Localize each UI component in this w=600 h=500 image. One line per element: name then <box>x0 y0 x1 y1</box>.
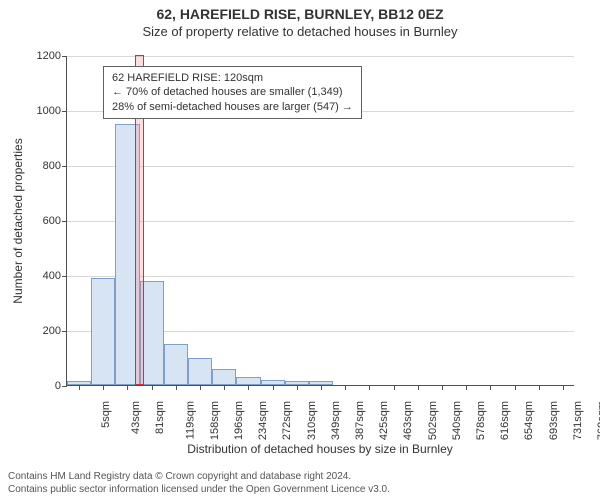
x-tick-mark <box>248 385 249 390</box>
x-tick-label: 654sqm <box>523 401 535 440</box>
x-axis-label: Distribution of detached houses by size … <box>187 442 452 456</box>
x-tick-label: 158sqm <box>209 401 221 440</box>
histogram-bar <box>212 369 236 386</box>
x-tick-mark <box>369 385 370 390</box>
histogram-bar <box>309 381 333 385</box>
chart-container: 62, HAREFIELD RISE, BURNLEY, BB12 0EZ Si… <box>0 0 600 500</box>
x-tick-mark <box>563 385 564 390</box>
x-tick-label: 119sqm <box>184 401 196 439</box>
histogram-bar <box>91 278 115 385</box>
x-tick-label: 693sqm <box>548 401 560 440</box>
y-axis-label: Number of detached properties <box>11 138 25 303</box>
x-tick-mark <box>297 385 298 390</box>
x-tick-mark <box>515 385 516 390</box>
x-tick-mark <box>418 385 419 390</box>
footer-attribution: Contains HM Land Registry data © Crown c… <box>8 471 390 496</box>
x-tick-label: 578sqm <box>475 401 487 440</box>
x-tick-label: 616sqm <box>499 401 511 440</box>
x-tick-label: 196sqm <box>233 401 245 440</box>
y-tick-label: 400 <box>43 270 67 282</box>
y-tick-label: 1200 <box>37 50 67 62</box>
histogram-bar <box>285 381 309 385</box>
x-tick-label: 540sqm <box>451 401 463 440</box>
annotation-box: 62 HAREFIELD RISE: 120sqm ← 70% of detac… <box>103 66 362 119</box>
x-tick-label: 272sqm <box>282 401 294 440</box>
x-tick-mark <box>79 385 80 390</box>
x-tick-label: 5sqm <box>100 401 112 428</box>
x-tick-mark <box>442 385 443 390</box>
histogram-bar <box>164 344 188 385</box>
x-tick-label: 81sqm <box>155 401 167 434</box>
x-tick-mark <box>224 385 225 390</box>
x-tick-mark <box>345 385 346 390</box>
y-tick-label: 600 <box>43 215 67 227</box>
x-tick-label: 234sqm <box>257 401 269 440</box>
x-tick-label: 387sqm <box>354 401 366 440</box>
x-tick-mark <box>103 385 104 390</box>
x-tick-label: 425sqm <box>378 401 390 440</box>
annotation-line1: 62 HAREFIELD RISE: 120sqm <box>112 71 353 85</box>
x-tick-label: 731sqm <box>572 401 584 440</box>
histogram-bar <box>236 377 260 385</box>
annotation-line3: 28% of semi-detached houses are larger (… <box>112 100 353 114</box>
y-tick-label: 1000 <box>37 105 67 117</box>
x-tick-label: 349sqm <box>330 401 342 440</box>
x-tick-mark <box>539 385 540 390</box>
y-tick-label: 0 <box>55 380 67 392</box>
x-tick-mark <box>152 385 153 390</box>
x-tick-mark <box>321 385 322 390</box>
x-tick-mark <box>200 385 201 390</box>
x-tick-mark <box>176 385 177 390</box>
plot-area: 0200400600800100012005sqm43sqm81sqm119sq… <box>66 56 574 386</box>
x-tick-mark <box>127 385 128 390</box>
y-tick-label: 200 <box>43 325 67 337</box>
x-tick-mark <box>466 385 467 390</box>
x-tick-label: 502sqm <box>427 401 439 440</box>
footer-line1: Contains HM Land Registry data © Crown c… <box>8 471 390 484</box>
histogram-bar <box>261 380 285 386</box>
footer-line2: Contains public sector information licen… <box>8 484 390 497</box>
annotation-line2: ← 70% of detached houses are smaller (1,… <box>112 85 353 99</box>
x-tick-label: 43sqm <box>130 401 142 434</box>
x-tick-mark <box>394 385 395 390</box>
x-tick-mark <box>273 385 274 390</box>
x-tick-label: 769sqm <box>596 401 600 440</box>
chart-box: Number of detached properties 0200400600… <box>0 0 600 500</box>
x-tick-mark <box>490 385 491 390</box>
histogram-bar <box>188 358 212 386</box>
histogram-bar <box>67 381 91 385</box>
x-tick-label: 463sqm <box>403 401 415 440</box>
y-tick-label: 800 <box>43 160 67 172</box>
x-tick-label: 310sqm <box>306 401 318 440</box>
